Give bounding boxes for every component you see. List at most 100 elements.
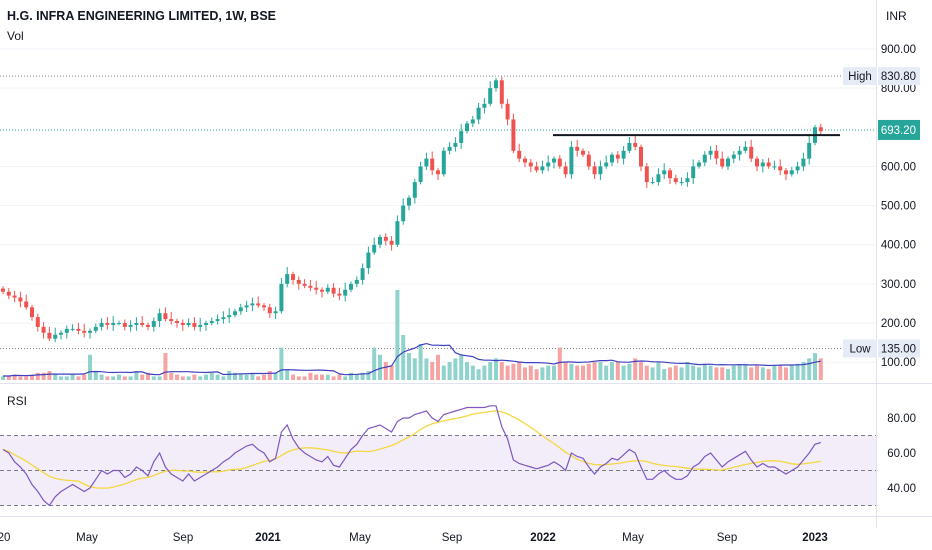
volume-bar <box>755 365 759 380</box>
volume-bar <box>523 367 527 380</box>
time-tick-label: Sep <box>442 532 462 544</box>
volume-bar <box>720 367 725 380</box>
volume-bar <box>360 372 365 380</box>
candle-up <box>378 236 382 245</box>
volume-bar <box>494 358 498 380</box>
candle-up <box>685 178 690 183</box>
candle-up <box>569 146 574 175</box>
volume-bar <box>221 376 226 380</box>
candle-up <box>204 323 208 325</box>
candle-up <box>366 252 371 269</box>
volume-bar <box>314 374 319 380</box>
volume-bar <box>111 376 116 380</box>
currency-label: INR <box>886 9 907 23</box>
volume-bar <box>105 376 110 380</box>
volume-bar <box>262 374 266 380</box>
volume-bar <box>279 347 284 380</box>
rsi-ma-line <box>2 410 821 489</box>
volume-bar <box>134 371 139 380</box>
volume-bar <box>296 376 301 380</box>
candle-up <box>64 328 69 333</box>
volume-bar <box>378 354 382 380</box>
volume-bar <box>615 362 620 380</box>
time-tick-label: 2021 <box>255 532 281 544</box>
volume-bar <box>209 372 214 380</box>
candle-up <box>691 166 696 179</box>
low-value-bg <box>878 339 920 358</box>
candle-down <box>528 162 533 167</box>
time-tick-label: 20 <box>0 532 10 544</box>
volume-bar <box>552 365 556 380</box>
candle-down <box>302 283 307 286</box>
candle-up <box>552 158 556 163</box>
time-tick-label: Sep <box>173 532 193 544</box>
volume-bar <box>256 376 261 380</box>
candle-down <box>749 146 754 159</box>
candle-up <box>743 146 748 151</box>
candle-down <box>192 323 197 327</box>
price-markers: High 830.80 693.20 Low 135.00 <box>843 67 920 358</box>
volume-bar <box>621 365 626 380</box>
price-tick-label: 600.00 <box>881 161 916 173</box>
candle-down <box>180 323 185 325</box>
time-tick-label: May <box>76 532 98 544</box>
candle-up <box>221 317 226 320</box>
volume-bar <box>714 367 719 380</box>
candle-up <box>285 274 290 284</box>
volume-bar <box>12 374 17 380</box>
volume-bar <box>465 362 469 380</box>
candle-up <box>650 182 655 184</box>
candle-up <box>447 146 452 151</box>
volume-bar <box>760 367 765 380</box>
candle-up <box>134 323 139 325</box>
volume-bar <box>650 367 655 380</box>
volume-bar <box>453 358 458 380</box>
candle-up <box>349 283 353 290</box>
volume-bar <box>1 376 5 380</box>
candle-down <box>517 150 522 159</box>
last-price-bg <box>878 119 920 140</box>
candle-up <box>99 323 104 327</box>
candle-down <box>720 158 725 167</box>
volume-bar <box>18 376 23 380</box>
price-tick-label: 500.00 <box>881 201 916 213</box>
volume-bar <box>679 367 684 380</box>
candle-down <box>256 303 261 306</box>
volume-bar <box>569 363 574 380</box>
candle-down <box>320 289 324 292</box>
candle-up <box>789 170 794 175</box>
volume-bar <box>267 371 272 380</box>
candle-down <box>511 119 516 151</box>
candle-down <box>47 332 52 339</box>
candle-up <box>807 142 812 159</box>
volume-bar <box>540 367 545 380</box>
candle-down <box>76 328 81 331</box>
candle-down <box>337 293 342 296</box>
volume-bar <box>302 376 307 380</box>
volume-bar <box>395 290 400 380</box>
volume-bar <box>53 374 58 380</box>
symbol-title: H.G. INFRA ENGINEERING LIMITED, 1W, BSE <box>7 9 277 23</box>
high-label-bg <box>843 67 877 86</box>
candle-down <box>644 166 649 183</box>
candle-down <box>755 158 759 167</box>
candle-up <box>598 166 603 175</box>
candle-down <box>122 323 127 327</box>
candle-down <box>633 142 638 147</box>
candle-down <box>766 162 771 167</box>
volume-bar <box>743 363 748 380</box>
volume-bar <box>337 374 342 380</box>
volume-bar <box>691 365 696 380</box>
volume-bar <box>285 369 290 380</box>
candle-up <box>360 268 365 280</box>
volume-bar <box>418 344 423 380</box>
candle-up <box>453 142 458 147</box>
price-tick-label: 900.00 <box>881 44 916 56</box>
candle-up <box>407 197 411 206</box>
rsi-lines <box>0 405 876 507</box>
candle-up <box>418 166 423 183</box>
volume-bar <box>737 365 742 380</box>
price-pane[interactable] <box>0 0 876 383</box>
volume-bar <box>470 365 475 380</box>
